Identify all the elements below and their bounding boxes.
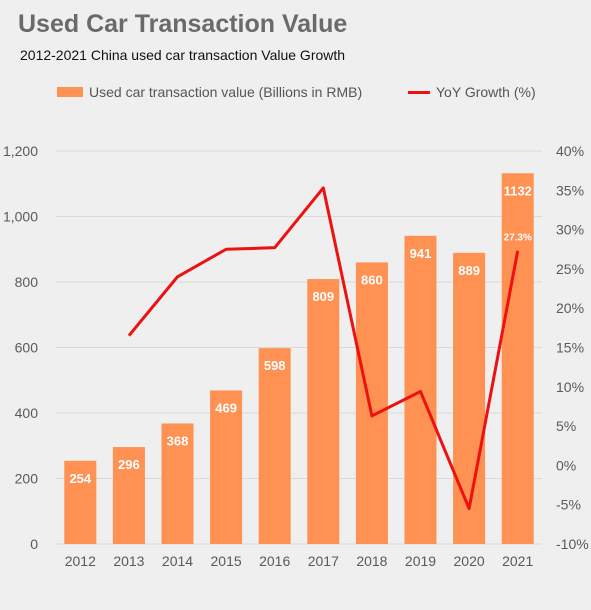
bar xyxy=(307,279,340,544)
y-left-tick-label: 0 xyxy=(30,536,38,552)
y-left-tick-label: 600 xyxy=(15,340,39,356)
y-right-tick-label: -10% xyxy=(556,536,589,552)
y-right-tick-label: 25% xyxy=(556,261,584,277)
bar-data-label: 1132 xyxy=(504,183,532,198)
legend-bar-swatch xyxy=(57,87,83,97)
legend-line-swatch xyxy=(408,90,430,94)
x-tick-label: 2013 xyxy=(113,553,144,569)
legend-item-line: YoY Growth (%) xyxy=(408,84,536,100)
bar xyxy=(501,173,534,544)
chart-subtitle: 2012-2021 China used car transaction Val… xyxy=(20,47,346,63)
y-right-tick-label: -5% xyxy=(556,497,581,513)
y-right-tick-label: 40% xyxy=(556,143,584,159)
x-tick-label: 2016 xyxy=(259,553,290,569)
x-tick-label: 2018 xyxy=(356,553,387,569)
chart-title: Used Car Transaction Value xyxy=(18,10,348,38)
y-right-tick-label: 35% xyxy=(556,182,584,198)
y-left-tick-label: 1,000 xyxy=(3,209,38,225)
legend-line-label: YoY Growth (%) xyxy=(436,84,536,100)
bar xyxy=(355,262,388,544)
y-right-tick-label: 0% xyxy=(556,457,576,473)
legend-item-bar: Used car transaction value (Billions in … xyxy=(57,84,362,100)
y-right-tick-label: 20% xyxy=(556,300,584,316)
growth-line xyxy=(127,186,520,511)
legend-bar-label: Used car transaction value (Billions in … xyxy=(89,84,363,100)
bar-data-label: 860 xyxy=(361,272,383,287)
bar-data-label: 296 xyxy=(118,457,140,472)
y-right-tick-label: 30% xyxy=(556,222,584,238)
x-tick-label: 2014 xyxy=(162,553,193,569)
bar-data-label: 889 xyxy=(458,263,480,278)
bar xyxy=(210,390,243,544)
bar-data-label: 254 xyxy=(69,471,91,486)
bar xyxy=(112,447,145,544)
y-left-tick-label: 400 xyxy=(15,405,39,421)
line-data-label: 27.3% xyxy=(504,232,532,243)
x-tick-label: 2017 xyxy=(308,553,339,569)
bar-data-label: 368 xyxy=(167,433,189,448)
x-tick-label: 2015 xyxy=(211,553,242,569)
y-right-tick-label: 5% xyxy=(556,418,576,434)
x-tick-label: 2021 xyxy=(502,553,533,569)
y-left-tick-label: 1,200 xyxy=(3,143,38,159)
bar xyxy=(258,348,291,544)
bar-data-label: 941 xyxy=(410,246,432,261)
x-tick-label: 2019 xyxy=(405,553,436,569)
x-tick-label: 2012 xyxy=(65,553,96,569)
bar xyxy=(64,460,97,544)
bar-data-label: 469 xyxy=(215,400,237,415)
y-left-tick-label: 200 xyxy=(15,471,39,487)
y-right-tick-label: 15% xyxy=(556,340,584,356)
bar-data-label: 809 xyxy=(312,289,334,304)
bar xyxy=(453,252,486,545)
y-left-tick-label: 800 xyxy=(15,274,39,290)
y-right-tick-label: 10% xyxy=(556,379,584,395)
x-tick-label: 2020 xyxy=(454,553,485,569)
bar xyxy=(161,423,194,544)
legend: Used car transaction value (Billions in … xyxy=(0,84,591,104)
bar xyxy=(404,235,437,544)
bar-data-label: 598 xyxy=(264,358,286,373)
